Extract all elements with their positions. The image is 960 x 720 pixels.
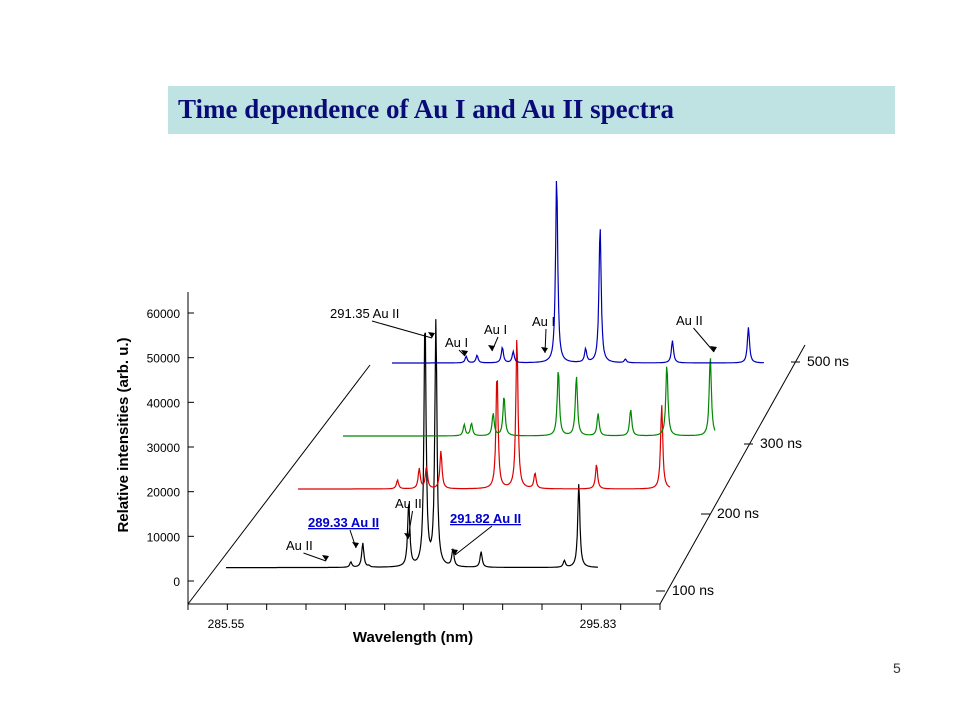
annotation-label: Au II	[676, 313, 703, 328]
annotation-group: 291.35 Au II Au II 289.33 Au II Au II 291.82…	[286, 306, 717, 562]
annotation-label: Au II	[286, 538, 313, 553]
title-bar: Time dependence of Au I and Au II spectr…	[168, 86, 895, 134]
annotation-arrow	[303, 552, 327, 562]
series-label: 200 ns	[717, 505, 759, 521]
y-tick-label: 50000	[147, 352, 181, 366]
y-axis-label: Relative intensities (arb. u.)	[115, 337, 132, 532]
y-ticks: 0 10000 20000 30000 40000 50000 60000	[147, 307, 194, 589]
arrow-head	[404, 533, 411, 539]
arrow-head	[451, 549, 458, 555]
series-line	[392, 180, 764, 364]
annotation-arrow	[454, 525, 493, 556]
annotation-label: Au I	[532, 314, 555, 329]
y-tick-label: 10000	[147, 530, 181, 544]
x-axis-label: Wavelength (nm)	[353, 629, 473, 646]
annotation-arrow	[371, 320, 433, 339]
series-label: 300 ns	[760, 435, 802, 451]
series-label: 100 ns	[672, 582, 714, 598]
arrow-head	[428, 332, 435, 338]
annotation-label: 291.35 Au II	[330, 306, 399, 321]
arrow-head	[461, 350, 468, 356]
chart-frame	[187, 292, 806, 605]
depth-axis-right	[659, 344, 806, 605]
annotation-label: 291.82 Au II	[450, 511, 521, 526]
page-number: 5	[893, 660, 901, 676]
arrow-head	[541, 347, 548, 353]
y-tick-label: 40000	[147, 396, 181, 410]
arrow-head	[488, 345, 495, 351]
series-line	[226, 319, 598, 569]
y-tick-label: 30000	[147, 441, 181, 455]
annotation-label: 289.33 Au II	[308, 515, 379, 530]
series-line	[298, 339, 671, 490]
series-line	[343, 358, 716, 437]
series-group	[226, 180, 764, 569]
depth-axis-left	[187, 364, 371, 605]
depth-ticks: 100 ns 200 ns 300 ns 500 ns	[656, 353, 849, 598]
arrow-head	[710, 346, 717, 352]
y-tick-label: 20000	[147, 486, 181, 500]
x-tick-label: 295.83	[580, 617, 617, 631]
y-tick-label: 60000	[147, 307, 181, 321]
slide-title: Time dependence of Au I and Au II spectr…	[178, 94, 675, 124]
arrow-head	[352, 542, 359, 548]
annotation-label: Au I	[445, 335, 468, 350]
annotation-label: Au I	[484, 322, 507, 337]
x-tick-label: 285.55	[208, 617, 245, 631]
annotation-label: Au II	[395, 496, 422, 511]
series-label: 500 ns	[807, 353, 849, 369]
annotation-arrow	[693, 327, 715, 353]
x-ticks: 285.55 295.83	[187, 604, 661, 631]
arrow-head	[322, 555, 329, 561]
annotation-arrow	[458, 349, 466, 357]
y-tick-label: 0	[173, 575, 180, 589]
